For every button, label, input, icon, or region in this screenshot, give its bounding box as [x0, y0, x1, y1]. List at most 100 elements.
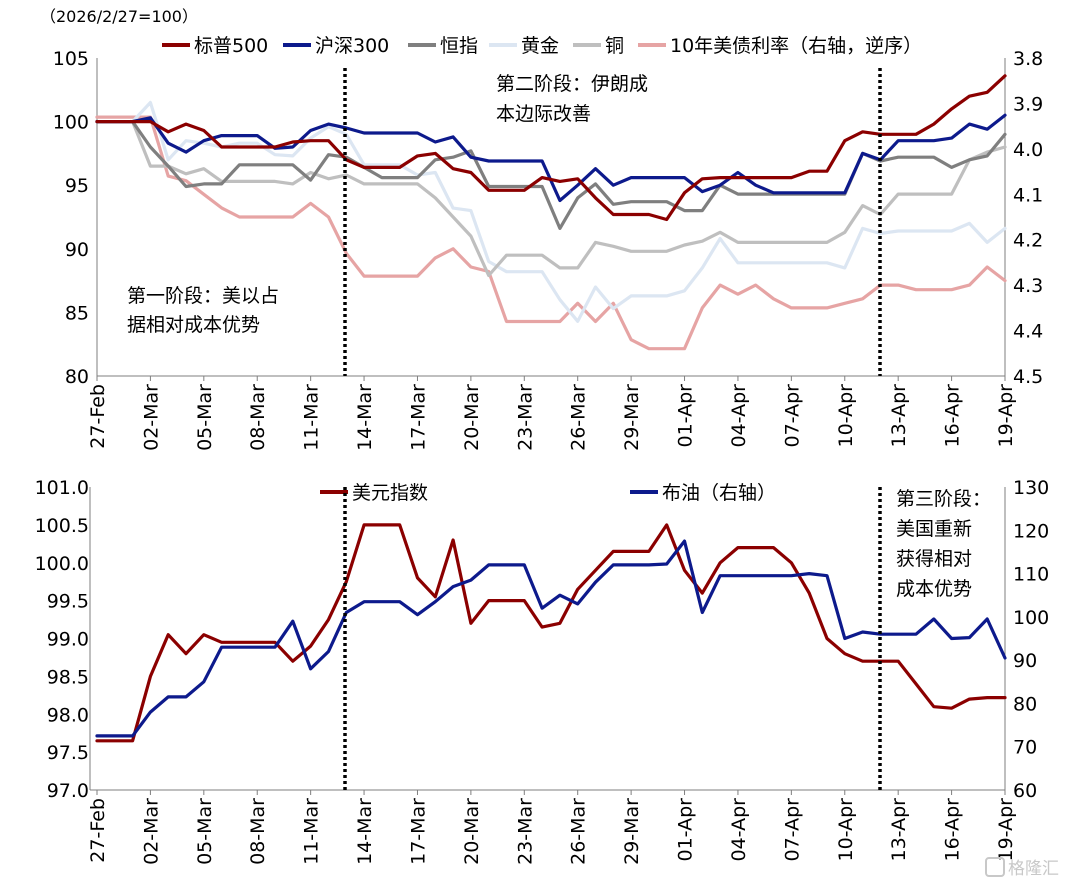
phase1-label-line2: 据相对成本优势 — [127, 314, 260, 336]
bottom-x-tick-9: 26-Mar — [568, 798, 590, 865]
top-x-tick-8: 23-Mar — [514, 384, 536, 451]
bottom-y-tick-4: 99.0 — [47, 629, 89, 651]
bottom-x-tick-4: 11-Mar — [301, 798, 323, 865]
bottom-y-tick-8: 101.0 — [35, 477, 89, 499]
legend-label-dxy: 美元指数 — [352, 482, 428, 504]
phase3-label-line4: 成本优势 — [896, 578, 972, 600]
phase2-label-line2: 本边际改善 — [496, 103, 591, 125]
top-legend: 标普500 沪深300 恒指 黄金 铜 10年美债利率（右轴，逆序） — [162, 35, 922, 57]
phase2-label-line1: 第二阶段：伊朗成 — [496, 73, 648, 95]
bottom-x-tick-2: 05-Mar — [194, 798, 216, 865]
bottom-y-tick-labels: 97.0 97.5 98.0 98.5 99.0 99.5 100.0 100.5 101.0 — [35, 477, 89, 802]
bottom-chart: 美元指数 布油（右轴） 97.0 97.5 98.0 98.5 99.0 99.5 100.… — [35, 477, 1050, 865]
bottom-x-tick-3: 08-Mar — [247, 798, 269, 865]
top-x-tick-16: 16-Apr — [942, 384, 964, 448]
top-line-series-1 — [95, 113, 1007, 203]
phase3-label-line3: 获得相对 — [896, 548, 972, 570]
top-x-tick-7: 20-Mar — [461, 384, 483, 451]
bottom-y2-tick-0: 60 — [1013, 780, 1037, 802]
legend-label-hsi: 恒指 — [440, 35, 478, 57]
top-x-tick-14: 10-Apr — [835, 384, 857, 448]
top-x-tick-12: 04-Apr — [728, 384, 750, 448]
bottom-y-tick-5: 99.5 — [47, 591, 89, 613]
legend-label-sp500: 标普500 — [194, 35, 268, 57]
bottom-line-series-1 — [95, 539, 1007, 738]
bottom-y-tick-6: 100.0 — [35, 553, 89, 575]
phase1-label-line1: 第一阶段：美以占 — [127, 285, 279, 307]
top-line-series-5 — [95, 115, 1007, 351]
top-x-tick-11: 01-Apr — [675, 384, 697, 448]
bottom-y2-tick-4: 100 — [1013, 607, 1049, 629]
top-y-tick-5: 105 — [53, 48, 89, 70]
top-x-tick-5: 14-Mar — [354, 384, 376, 451]
top-y-tick-4: 100 — [53, 112, 89, 134]
top-y2-tick-1: 3.9 — [1013, 93, 1043, 115]
top-y-tick-labels: 80 85 90 95 100 105 — [53, 48, 89, 388]
bottom-y2-tick-6: 120 — [1013, 520, 1049, 542]
top-note: （2026/2/27=100） — [40, 7, 198, 26]
top-y-tick-3: 95 — [65, 175, 89, 197]
bottom-y-tick-0: 97.0 — [47, 780, 89, 802]
top-y-tick-1: 85 — [65, 302, 89, 324]
top-x-tick-15: 13-Apr — [888, 384, 910, 448]
top-line-series-3 — [95, 100, 1007, 323]
bottom-x-tick-11: 01-Apr — [675, 798, 697, 862]
top-series-group — [95, 74, 1007, 351]
top-y-tick-0: 80 — [65, 366, 89, 388]
bottom-x-tick-14: 10-Apr — [835, 798, 857, 862]
top-x-tick-1: 02-Mar — [140, 384, 162, 451]
bottom-x-tick-5: 14-Mar — [354, 798, 376, 865]
legend-label-hs300: 沪深300 — [315, 35, 389, 57]
top-x-tick-4: 11-Mar — [301, 384, 323, 451]
top-x-tick-2: 05-Mar — [194, 384, 216, 451]
watermark-text: 格隆汇 — [1008, 859, 1059, 879]
bottom-y2-tick-labels: 60 70 80 90 100 110 120 130 — [1013, 477, 1049, 802]
top-x-tick-13: 07-Apr — [781, 384, 803, 448]
bottom-y2-tick-2: 80 — [1013, 693, 1037, 715]
bottom-legend: 美元指数 布油（右轴） — [320, 482, 776, 504]
top-y2-tick-7: 4.5 — [1013, 366, 1043, 388]
bottom-x-tick-17: 19-Apr — [995, 798, 1017, 862]
bottom-x-tick-10: 29-Mar — [621, 798, 643, 865]
top-chart: （2026/2/27=100） 标普500 沪深300 恒指 黄金 铜 10年美… — [40, 7, 1043, 451]
top-x-tick-labels: 27-Feb 02-Mar 05-Mar 08-Mar 11-Mar 14-Mar 17-M… — [87, 376, 1017, 451]
bottom-x-tick-labels: 27-Feb 02-Mar 05-Mar 08-Mar 11-Mar 14-Mar 17-M… — [87, 790, 1017, 865]
top-y2-tick-4: 4.2 — [1013, 230, 1043, 252]
bottom-x-tick-12: 04-Apr — [728, 798, 750, 862]
top-x-tick-10: 29-Mar — [621, 384, 643, 451]
top-line-series-4 — [95, 119, 1007, 278]
legend-label-ust10y: 10年美债利率（右轴，逆序） — [670, 35, 922, 57]
bottom-y-tick-2: 98.0 — [47, 704, 89, 726]
top-line-series-0 — [95, 74, 1007, 222]
legend-label-brent: 布油（右轴） — [662, 482, 776, 504]
legend-label-copper: 铜 — [605, 35, 624, 57]
bottom-line-series-0 — [95, 523, 1007, 743]
bottom-x-tick-1: 02-Mar — [140, 798, 162, 865]
watermark-logo-icon — [985, 857, 1005, 877]
bottom-y2-tick-5: 110 — [1013, 564, 1049, 586]
top-x-tick-6: 17-Mar — [407, 384, 429, 451]
bottom-x-tick-0: 27-Feb — [87, 798, 109, 863]
bottom-y2-tick-7: 130 — [1013, 477, 1049, 499]
bottom-y2-tick-1: 70 — [1013, 737, 1037, 759]
phase3-label-line2: 美国重新 — [896, 518, 972, 540]
legend-label-gold: 黄金 — [521, 35, 559, 57]
top-x-tick-3: 08-Mar — [247, 384, 269, 451]
watermark: 格隆汇 — [985, 857, 1059, 879]
top-x-tick-0: 27-Feb — [87, 384, 109, 449]
bottom-y-tick-1: 97.5 — [47, 742, 89, 764]
top-y2-tick-6: 4.4 — [1013, 321, 1043, 343]
bottom-x-tick-16: 16-Apr — [942, 798, 964, 862]
top-x-tick-9: 26-Mar — [568, 384, 590, 451]
top-y2-tick-5: 4.3 — [1013, 275, 1043, 297]
top-y-tick-2: 90 — [65, 239, 89, 261]
bottom-y2-tick-3: 90 — [1013, 650, 1037, 672]
phase3-label-line1: 第三阶段： — [896, 488, 991, 510]
bottom-x-tick-8: 23-Mar — [514, 798, 536, 865]
bottom-series-group — [95, 523, 1007, 743]
top-x-tick-17: 19-Apr — [995, 384, 1017, 448]
top-y2-tick-0: 3.8 — [1013, 48, 1043, 70]
top-y2-tick-3: 4.1 — [1013, 184, 1043, 206]
